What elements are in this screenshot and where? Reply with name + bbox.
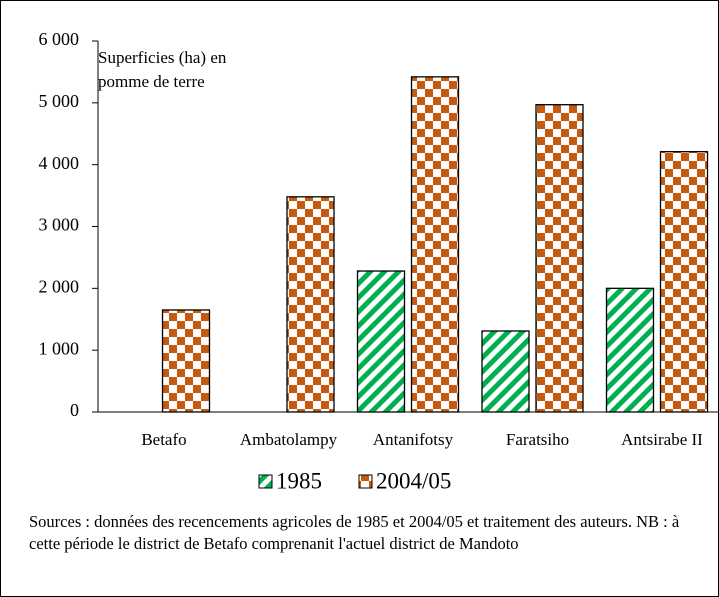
- y-tick-label: 2 000: [39, 276, 80, 296]
- legend-swatch: [258, 474, 273, 489]
- bar: [659, 151, 709, 413]
- x-tick-label: Ambatolampy: [240, 430, 338, 449]
- bar: [535, 104, 584, 413]
- bar: [161, 309, 211, 413]
- bar: [410, 76, 460, 413]
- x-tick-label: Faratsiho: [506, 430, 569, 449]
- legend-label: 2004/05: [376, 468, 451, 493]
- annotation: pomme de terre: [98, 72, 205, 91]
- bar: [286, 196, 335, 413]
- y-tick-label: 4 000: [39, 153, 80, 173]
- legend-swatch: [358, 474, 373, 489]
- y-tick-label: 1 000: [39, 338, 80, 358]
- y-tick-label: 3 000: [39, 215, 80, 235]
- x-tick-label: Antanifotsy: [373, 430, 454, 449]
- y-tick-label: 5 000: [39, 91, 80, 111]
- y-tick-label: 0: [70, 400, 79, 420]
- bar: [605, 287, 655, 413]
- legend-label: 1985: [276, 468, 322, 493]
- bar: [356, 270, 406, 413]
- x-tick-label: Antsirabe II: [621, 430, 703, 449]
- annotation: Superficies (ha) en: [98, 48, 227, 67]
- source-note: Sources : données des recencements agric…: [29, 512, 680, 553]
- x-tick-label: Betafo: [141, 430, 186, 449]
- y-tick-label: 6 000: [39, 29, 80, 49]
- bar: [481, 330, 530, 413]
